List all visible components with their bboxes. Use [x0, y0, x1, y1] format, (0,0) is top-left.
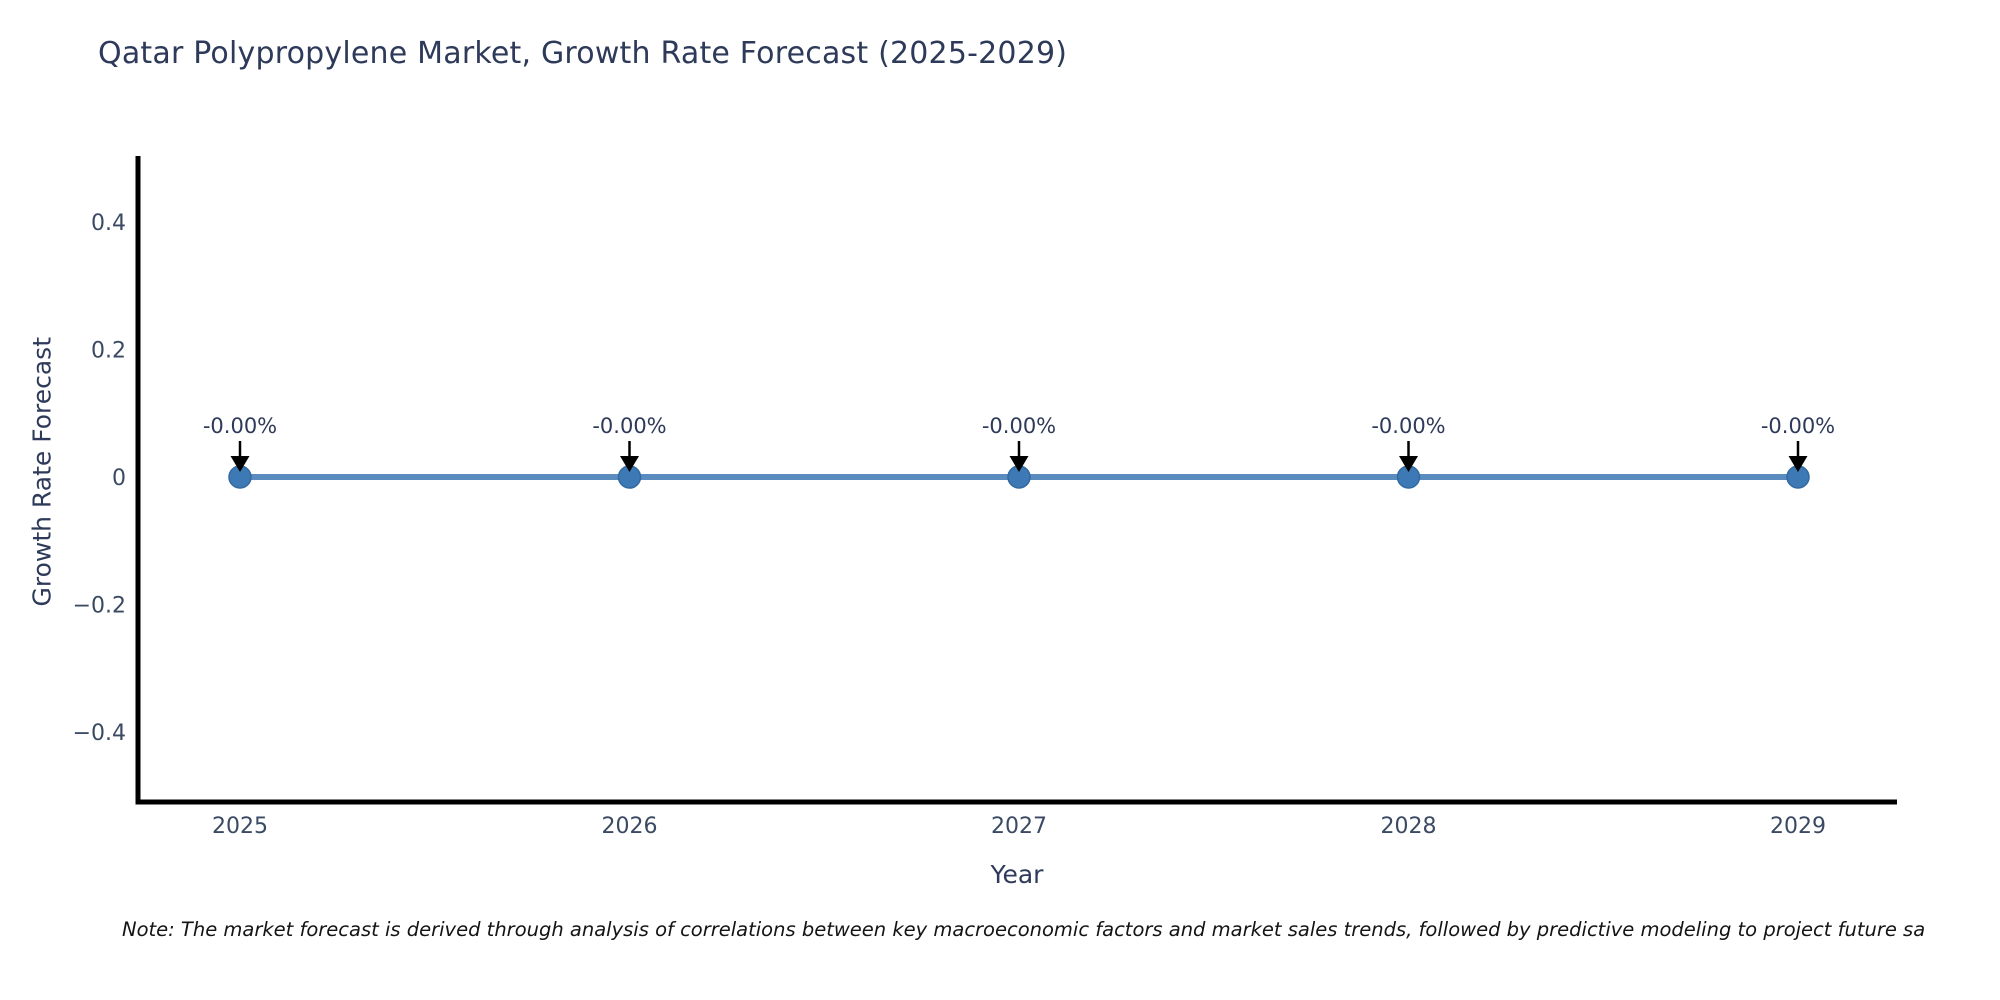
annotation-label: -0.00% — [1371, 414, 1445, 438]
y-tick-label: 0.4 — [91, 211, 126, 236]
y-tick-label: −0.4 — [73, 721, 126, 746]
annotation-arrowhead-icon — [620, 456, 639, 472]
y-tick-label: 0 — [112, 466, 126, 491]
annotation-label: -0.00% — [1761, 414, 1835, 438]
chart-title: Qatar Polypropylene Market, Growth Rate … — [98, 36, 1068, 71]
y-tick-label: −0.2 — [73, 594, 126, 619]
x-tick-label: 2027 — [991, 814, 1047, 839]
annotation-label: -0.00% — [203, 414, 277, 438]
annotation-label: -0.00% — [592, 414, 666, 438]
x-tick-label: 2028 — [1381, 814, 1437, 839]
x-tick-label: 2026 — [602, 814, 658, 839]
x-axis-title: Year — [990, 860, 1044, 889]
annotation-label: -0.00% — [982, 414, 1056, 438]
annotation-arrowhead-icon — [1399, 456, 1418, 472]
annotation-arrowhead-icon — [1009, 456, 1029, 472]
x-tick-label: 2029 — [1770, 814, 1826, 839]
annotation-arrowhead-icon — [1788, 456, 1808, 472]
x-tick-label: 2025 — [212, 814, 268, 839]
annotation-arrowhead-icon — [230, 456, 250, 472]
chart-note: Note: The market forecast is derived thr… — [122, 918, 1926, 941]
y-tick-label: 0.2 — [91, 338, 126, 363]
